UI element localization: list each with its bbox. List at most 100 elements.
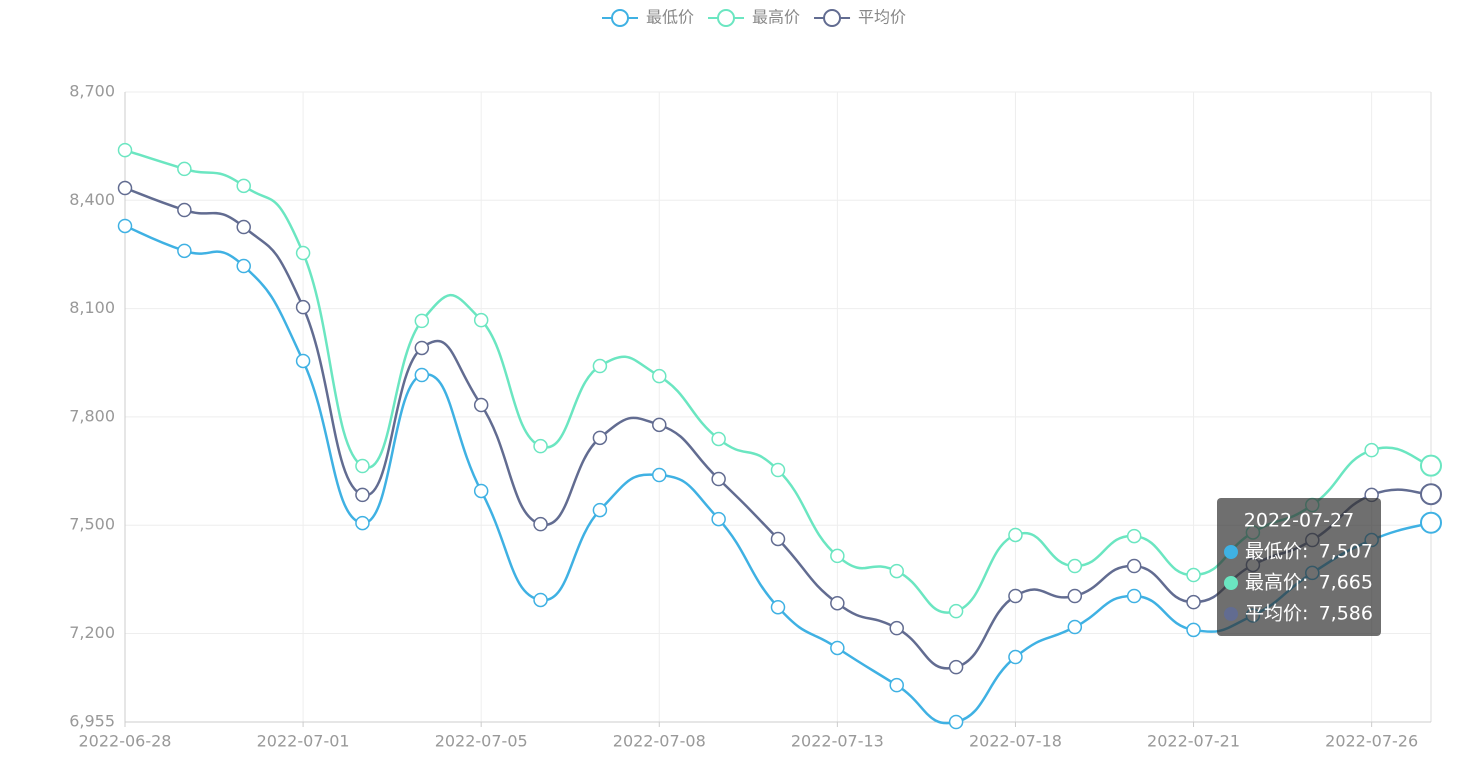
tooltip-sep: : <box>1302 541 1308 563</box>
data-point <box>948 603 964 619</box>
data-point <box>592 502 608 518</box>
data-point <box>948 714 964 730</box>
data-point <box>295 299 311 315</box>
data-point <box>889 563 904 579</box>
data-point <box>592 358 608 374</box>
legend-icon <box>611 9 629 27</box>
legend-label: 最高价 <box>752 8 800 27</box>
y-tick-label: 7,500 <box>69 515 115 534</box>
data-point <box>1008 588 1023 604</box>
tooltip-value: 7,507 <box>1319 541 1373 563</box>
x-tick-label: 2022-07-18 <box>969 732 1062 751</box>
data-point <box>1067 588 1083 604</box>
data-point <box>473 312 489 328</box>
data-point <box>770 462 786 478</box>
data-point <box>770 531 786 547</box>
data-point <box>652 467 667 483</box>
data-point <box>1420 511 1442 534</box>
data-point <box>889 677 904 693</box>
data-point <box>414 367 430 383</box>
x-tick-label: 2022-07-08 <box>613 732 706 751</box>
data-point <box>117 180 133 196</box>
tooltip-title: 2022-07-27 <box>1244 510 1354 532</box>
tooltip: 2022-07-27 最低价: 7,507 最高价: 7,665 平均价: 7,586 <box>1217 498 1381 636</box>
data-point <box>711 511 726 527</box>
data-point <box>1420 454 1442 477</box>
data-point <box>414 340 430 356</box>
tooltip-dot <box>1224 607 1238 621</box>
data-point <box>473 483 489 499</box>
data-point <box>711 431 726 447</box>
data-point <box>295 245 311 261</box>
data-point <box>1420 483 1442 506</box>
y-tick-label: 8,100 <box>69 298 115 317</box>
tooltip-name: 最高价 <box>1245 572 1302 594</box>
data-point <box>1126 588 1142 604</box>
data-point <box>652 368 667 384</box>
x-tick-label: 2022-07-05 <box>435 732 528 751</box>
data-point <box>355 487 370 503</box>
data-point <box>414 313 430 329</box>
x-tick-label: 2022-07-26 <box>1325 732 1418 751</box>
data-point <box>652 417 667 433</box>
legend-label: 平均价 <box>858 8 906 27</box>
x-tick-label: 2022-07-21 <box>1147 732 1240 751</box>
data-point <box>1364 442 1379 458</box>
data-point <box>830 640 845 656</box>
data-point <box>533 516 548 532</box>
x-tick-label: 2022-07-13 <box>791 732 884 751</box>
data-point <box>355 515 370 531</box>
tooltip-sep: : <box>1302 603 1308 625</box>
data-point <box>355 458 370 474</box>
data-point <box>1126 558 1142 574</box>
data-point <box>533 438 548 454</box>
tooltip-name: 平均价 <box>1245 603 1302 625</box>
data-point <box>295 353 311 369</box>
data-point <box>830 548 845 564</box>
data-point <box>1008 649 1023 665</box>
tooltip-dot <box>1224 545 1238 559</box>
tooltip-box <box>1217 498 1381 636</box>
data-point <box>1186 567 1201 583</box>
data-point <box>117 142 133 158</box>
data-point <box>770 599 786 615</box>
tooltip-value: 7,586 <box>1319 603 1373 625</box>
y-tick-label: 7,800 <box>69 406 115 425</box>
data-point <box>117 218 133 234</box>
y-tick-label: 8,700 <box>69 82 115 101</box>
data-point <box>1186 622 1201 638</box>
data-point <box>889 620 904 636</box>
data-point <box>236 219 251 235</box>
legend-label: 最低价 <box>646 8 694 27</box>
legend-icon <box>823 9 842 27</box>
data-point <box>1186 594 1201 610</box>
data-point <box>711 471 726 487</box>
data-point <box>533 592 548 608</box>
y-tick-label: 8,400 <box>69 190 115 209</box>
data-point <box>177 243 192 259</box>
data-point <box>177 202 192 218</box>
data-point <box>236 258 251 274</box>
legend-icon <box>717 9 736 27</box>
data-point <box>236 178 251 194</box>
data-point <box>830 595 845 611</box>
data-point <box>1008 527 1023 543</box>
data-point <box>1067 619 1083 635</box>
data-point <box>1126 528 1142 544</box>
x-tick-label: 2022-06-28 <box>79 732 172 751</box>
tooltip-dot <box>1224 576 1238 590</box>
data-point <box>948 659 964 675</box>
tooltip-value: 7,665 <box>1319 572 1373 594</box>
y-tick-label: 6,955 <box>69 712 115 731</box>
data-point <box>1067 558 1083 574</box>
x-tick-label: 2022-07-01 <box>257 732 350 751</box>
tooltip-sep: : <box>1302 572 1308 594</box>
tooltip-name: 最低价 <box>1245 541 1302 563</box>
data-point <box>473 397 489 413</box>
data-point <box>177 161 192 177</box>
data-point <box>592 430 608 446</box>
legend: 最低价 最高价 平均价 <box>602 8 906 27</box>
y-tick-label: 7,200 <box>69 623 115 642</box>
